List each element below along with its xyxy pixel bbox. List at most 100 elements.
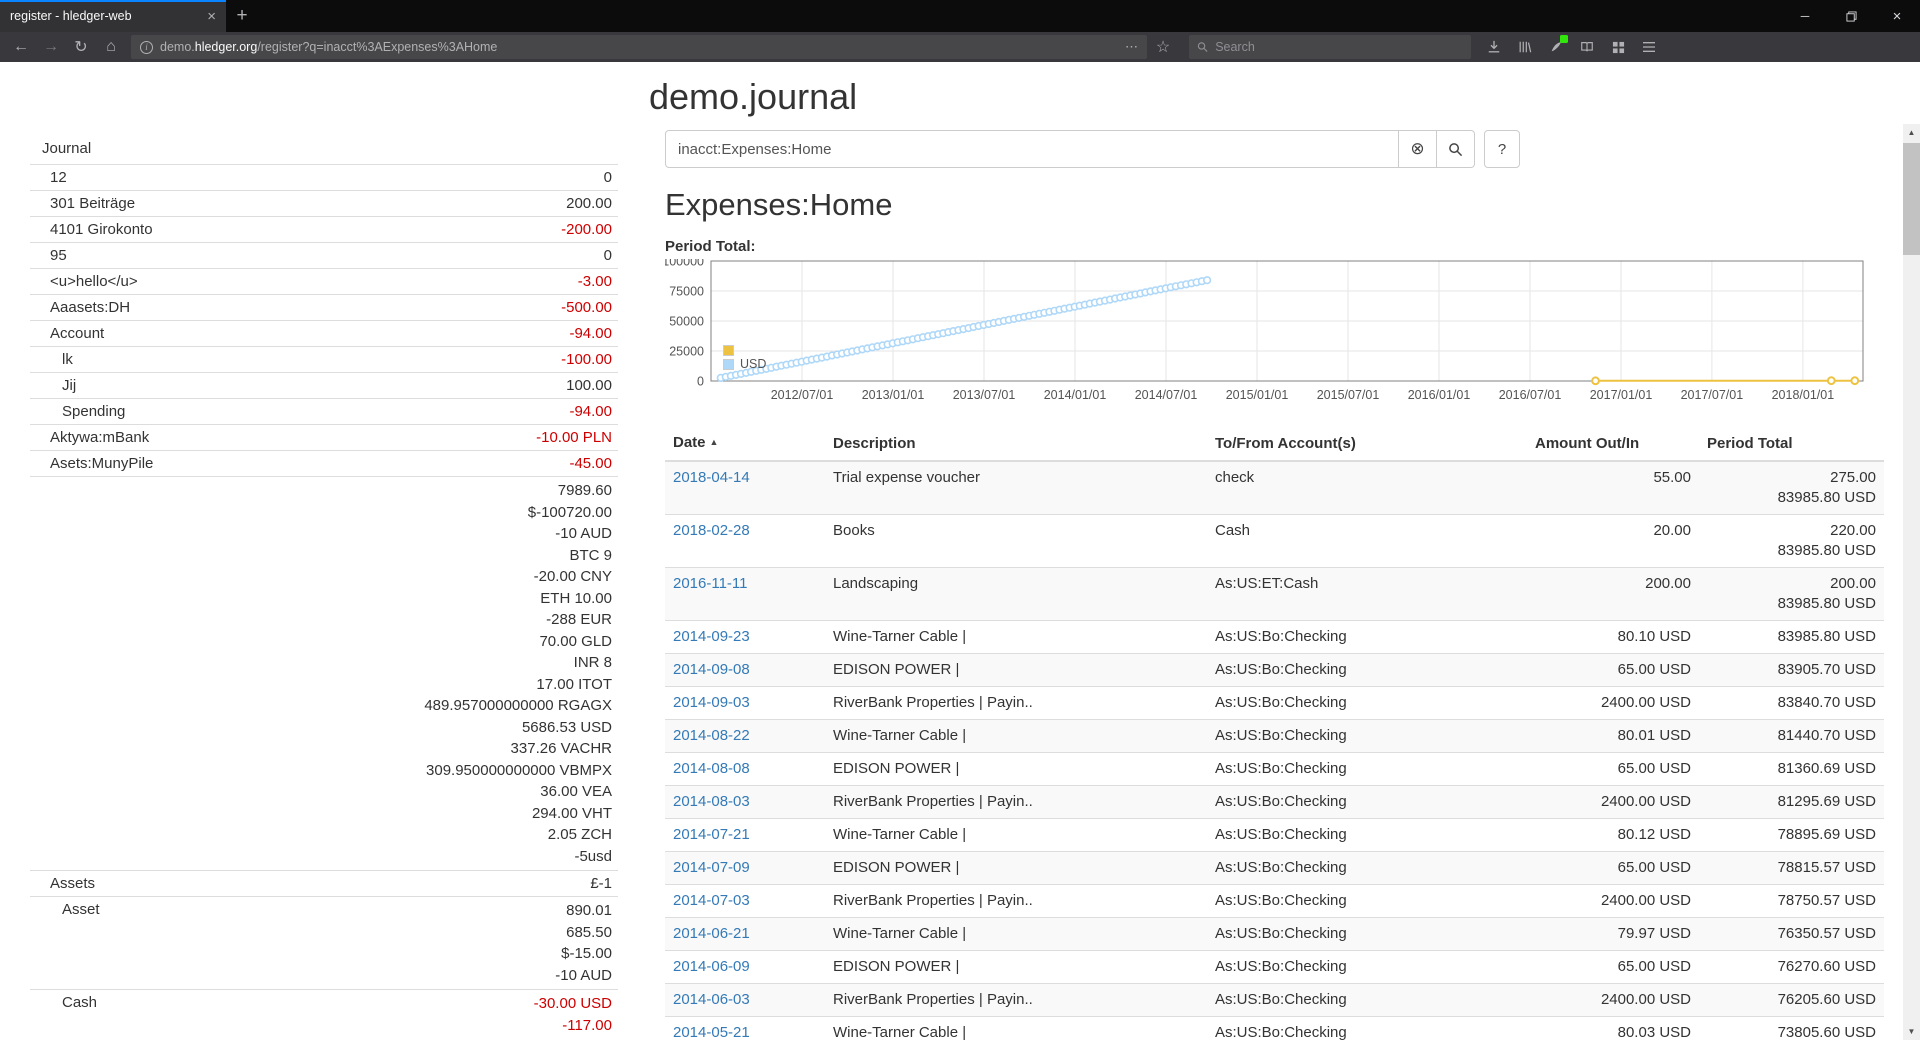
sidebar-account-link[interactable]: Assets <box>50 875 96 892</box>
sidebar-account-link[interactable]: lk <box>62 351 73 368</box>
scroll-down-icon[interactable]: ▼ <box>1907 1027 1916 1036</box>
balance-amount: 7989.60 <box>557 482 612 499</box>
sidebar-account-link[interactable]: 95 <box>50 247 67 264</box>
register-amount: 2400.00 USD <box>1527 884 1699 918</box>
register-period-total: 76270.60 USD <box>1699 950 1884 984</box>
register-account: As:US:Bo:Checking <box>1207 1016 1527 1040</box>
register-description: EDISON POWER | <box>825 851 1207 885</box>
forward-button[interactable]: → <box>43 38 59 55</box>
download-icon[interactable] <box>1481 34 1507 60</box>
balance-amount: $-100720.00 <box>527 503 612 521</box>
sidebar-account-link[interactable]: Jij <box>62 377 77 394</box>
minimize-button[interactable]: ─ <box>1800 9 1810 23</box>
col-date[interactable]: Date ▲ <box>665 427 825 462</box>
register-amount: 80.10 USD <box>1527 620 1699 654</box>
register-date-link[interactable]: 2016-11-11 <box>673 575 748 592</box>
register-date-link[interactable]: 2014-08-22 <box>673 727 750 744</box>
sidebar-row: Assets £-1 <box>30 870 618 896</box>
library-icon[interactable] <box>1512 34 1538 60</box>
help-button[interactable]: ? <box>1484 130 1520 168</box>
balance-amount: -500.00 <box>561 299 612 316</box>
sidebar-heading: Journal <box>30 136 618 164</box>
menu-icon[interactable] <box>1636 34 1662 60</box>
register-date-link[interactable]: 2018-02-28 <box>673 522 750 539</box>
restore-button[interactable] <box>1828 0 1874 32</box>
home-button[interactable]: ⌂ <box>106 38 116 55</box>
balance-amount: -20.00 CNY <box>533 568 612 585</box>
back-button[interactable]: ← <box>13 38 29 55</box>
register-date-link[interactable]: 2014-07-21 <box>673 826 750 843</box>
account-balance: 0 <box>604 168 612 187</box>
register-account: As:US:Bo:Checking <box>1207 917 1527 951</box>
clear-query-button[interactable]: ⊗ <box>1399 130 1437 168</box>
close-button[interactable]: × <box>1892 7 1902 25</box>
table-row: 2018-02-28 Books Cash 20.00 220.00 83985.80 U… <box>665 514 1884 568</box>
register-period-total: 83985.80 USD <box>1699 620 1884 654</box>
site-info-icon[interactable]: i <box>140 40 153 54</box>
grid-icon[interactable] <box>1605 34 1631 60</box>
register-amount: 65.00 USD <box>1527 950 1699 984</box>
register-date-link[interactable]: 2014-06-09 <box>673 958 750 975</box>
sidebar-account-link[interactable]: 12 <box>50 169 67 186</box>
scroll-up-icon[interactable]: ▲ <box>1907 128 1916 137</box>
register-date-link[interactable]: 2014-06-03 <box>673 991 750 1008</box>
browser-search-bar[interactable] <box>1189 35 1471 59</box>
scrollbar[interactable]: ▲ ▼ <box>1903 124 1920 1040</box>
register-description: EDISON POWER | <box>825 950 1207 984</box>
sidebar-account-link[interactable]: Spending <box>62 403 126 420</box>
register-date-link[interactable]: 2018-04-14 <box>673 469 750 486</box>
url-display[interactable]: demo.hledger.org/register?q=inacct%3AExp… <box>160 40 498 54</box>
journal-link[interactable]: Journal <box>42 140 92 157</box>
browser-search-input[interactable] <box>1215 40 1463 54</box>
sidebar-account-link[interactable]: Asset <box>62 901 100 918</box>
register-account: As:US:Bo:Checking <box>1207 686 1527 720</box>
reader-book-icon[interactable] <box>1574 34 1600 60</box>
register-date-link[interactable]: 2014-08-03 <box>673 793 750 810</box>
register-account: As:US:Bo:Checking <box>1207 785 1527 819</box>
register-account: check <box>1207 460 1527 515</box>
sidebar-account-link[interactable]: 4101 Girokonto <box>50 221 153 238</box>
balance-amount: -94.00 <box>569 325 612 342</box>
page-actions-icon[interactable]: ⋯ <box>1125 39 1138 54</box>
browser-tab[interactable]: register - hledger-web × <box>0 0 226 32</box>
sidebar-account-link[interactable]: Cash <box>62 994 98 1011</box>
register-description: RiverBank Properties | Payin.. <box>825 785 1207 819</box>
register-period-total: 200.00 83985.80 USD <box>1699 567 1884 621</box>
account-balance: -200.00 <box>561 220 612 239</box>
register-date-link[interactable]: 2014-06-21 <box>673 925 750 942</box>
account-balance: -3.00 <box>578 272 612 291</box>
col-accounts: To/From Account(s) <box>1207 427 1527 462</box>
register-period-total: 83840.70 USD <box>1699 686 1884 720</box>
legend-label: USD <box>740 357 767 371</box>
legend-swatch <box>723 344 734 356</box>
new-tab-button[interactable]: + <box>236 5 248 26</box>
sidebar-account-link[interactable]: 301 Beiträge <box>50 195 136 212</box>
register-account: Cash <box>1207 514 1527 568</box>
tab-close-icon[interactable]: × <box>207 7 216 25</box>
reload-button[interactable]: ↻ <box>74 39 88 56</box>
sidebar-account-link[interactable]: Asets:MunyPile <box>50 455 154 472</box>
extension-quill-icon[interactable] <box>1543 34 1569 60</box>
account-balance: -45.00 <box>569 454 612 473</box>
table-row: 2014-08-08 EDISON POWER | As:US:Bo:Checkin… <box>665 752 1884 786</box>
url-bar[interactable]: i demo.hledger.org/register?q=inacct%3AE… <box>131 35 1147 59</box>
svg-text:2016/01/01: 2016/01/01 <box>1408 388 1471 402</box>
register-date-link[interactable]: 2014-08-08 <box>673 760 750 777</box>
register-date-link[interactable]: 2014-05-21 <box>673 1024 750 1040</box>
scrollbar-thumb[interactable] <box>1903 143 1920 255</box>
sidebar-row: Aaasets:DH -500.00 <box>30 294 618 320</box>
query-input[interactable] <box>665 130 1399 168</box>
sidebar-account-link[interactable]: <u>hello</u> <box>50 273 138 290</box>
register-date-link[interactable]: 2014-09-08 <box>673 661 750 678</box>
register-date-link[interactable]: 2014-09-23 <box>673 628 750 645</box>
balance-amount: -117.00 <box>562 1016 612 1034</box>
register-date-link[interactable]: 2014-07-09 <box>673 859 750 876</box>
table-row: 2014-09-03 RiverBank Properties | Payin..… <box>665 686 1884 720</box>
register-date-link[interactable]: 2014-07-03 <box>673 892 750 909</box>
sidebar-account-link[interactable]: Aaasets:DH <box>50 299 131 316</box>
register-date-link[interactable]: 2014-09-03 <box>673 694 750 711</box>
sidebar-account-link[interactable]: Account <box>50 325 105 342</box>
sidebar-account-link[interactable]: Aktywa:mBank <box>50 429 150 446</box>
search-button[interactable] <box>1437 130 1475 168</box>
bookmark-star-icon[interactable]: ☆ <box>1155 39 1171 56</box>
